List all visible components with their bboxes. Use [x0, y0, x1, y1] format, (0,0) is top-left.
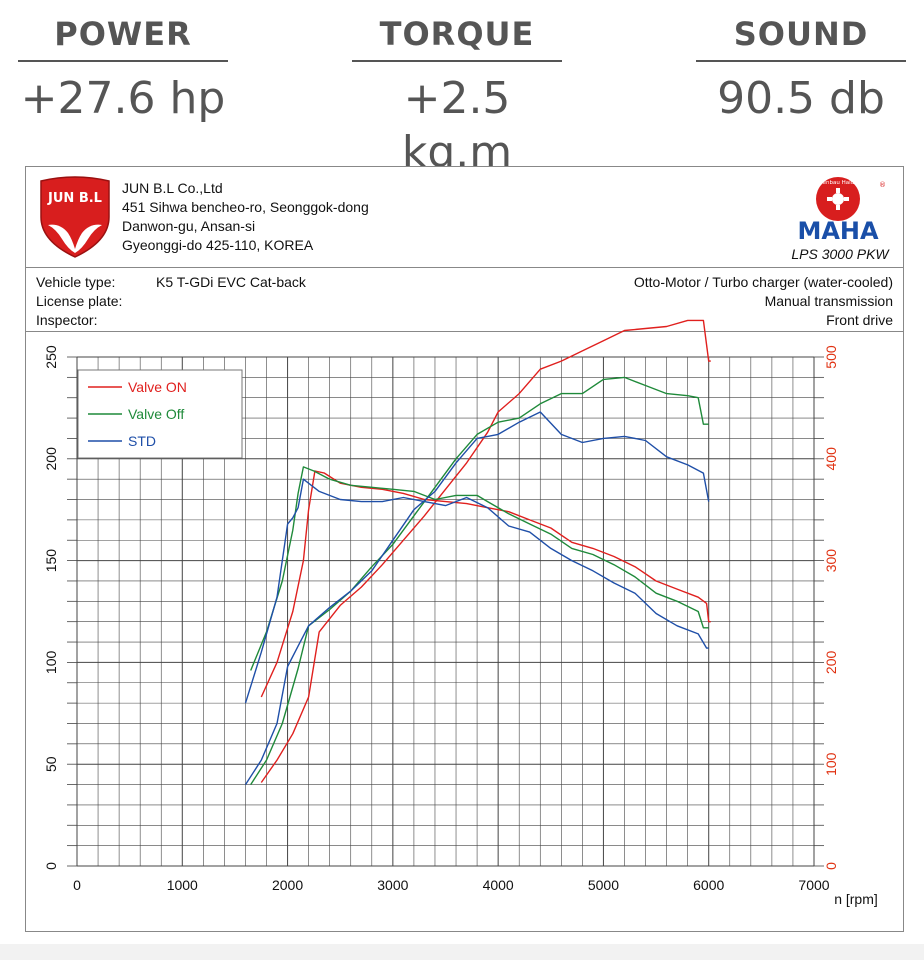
- x-tick-label: 1000: [167, 877, 198, 893]
- x-tick-label: 4000: [483, 877, 514, 893]
- torque-label: TORQUE: [379, 15, 535, 53]
- power-stat: POWER +27.6 hp: [18, 14, 228, 126]
- power-label: POWER: [54, 15, 192, 53]
- maha-model: LPS 3000 PKW: [791, 246, 889, 262]
- legend-label: Valve ON: [128, 379, 187, 395]
- sound-stat: SOUND 90.5 db: [696, 14, 906, 126]
- company-name: JUN B.L Co.,Ltd: [122, 180, 223, 196]
- x-tick-label: 5000: [588, 877, 619, 893]
- maha-logo: Maschinenbau Haldenwang ® MAHA LPS 3000 …: [785, 175, 895, 262]
- series-line: [250, 466, 709, 671]
- y-right-tick-label: 0: [823, 862, 839, 870]
- sheet-header: JUN B.L JUN B.L Co.,Ltd 451 Sihwa benche…: [26, 167, 903, 268]
- torque-divider: [352, 60, 562, 62]
- drive-type: Front drive: [826, 312, 893, 328]
- sound-value: 90.5 db: [717, 73, 885, 124]
- y-right-tick-label: 200: [823, 651, 839, 675]
- x-tick-label: 7000: [798, 877, 829, 893]
- dyno-sheet: JUN B.L JUN B.L Co.,Ltd 451 Sihwa benche…: [25, 166, 904, 932]
- x-axis-label: n [rpm]: [834, 891, 878, 907]
- sound-divider: [696, 60, 906, 62]
- company-address-2: Danwon-gu, Ansan-si: [122, 218, 256, 234]
- vehicle-info: Vehicle type: K5 T-GDi EVC Cat-back Licen…: [26, 267, 903, 332]
- junbl-logo-text: JUN B.L: [47, 191, 102, 206]
- y-left-tick-label: 150: [43, 549, 59, 573]
- series-line: [260, 319, 711, 783]
- footer-band: [0, 944, 924, 960]
- junbl-logo: JUN B.L: [38, 175, 112, 264]
- company-address-1: 451 Sihwa bencheo-ro, Seonggok-dong: [122, 199, 369, 215]
- y-left-tick-label: 100: [43, 651, 59, 675]
- y-left-tick-label: 0: [43, 862, 59, 870]
- legend-label: STD: [128, 433, 156, 449]
- license-plate-label: License plate:: [36, 293, 123, 309]
- x-tick-label: 3000: [377, 877, 408, 893]
- chart-legend: Valve ON Valve Off STD: [77, 369, 243, 459]
- y-left-tick-label: 250: [43, 345, 59, 369]
- power-value: +27.6 hp: [20, 73, 226, 124]
- power-divider: [18, 60, 228, 62]
- x-tick-label: 0: [73, 877, 81, 893]
- x-tick-label: 6000: [693, 877, 724, 893]
- inspector-label: Inspector:: [36, 312, 98, 328]
- maha-logo-text: MAHA: [797, 217, 879, 241]
- y-left-tick-label: 200: [43, 447, 59, 471]
- legend-label: Valve Off: [128, 406, 184, 422]
- y-left-tick-label: 50: [43, 756, 59, 772]
- company-info: JUN B.L Co.,Ltd 451 Sihwa bencheo-ro, Se…: [122, 179, 369, 255]
- y-right-tick-label: 100: [823, 752, 839, 776]
- maha-registered: ®: [879, 181, 885, 189]
- series-line: [260, 470, 711, 698]
- series-line: [244, 478, 709, 704]
- series-line: [244, 411, 710, 785]
- y-right-tick-label: 300: [823, 549, 839, 573]
- x-tick-label: 2000: [272, 877, 303, 893]
- y-right-tick-label: 400: [823, 447, 839, 471]
- maha-arc-text: Maschinenbau Haldenwang: [800, 180, 876, 186]
- vehicle-type-label: Vehicle type:: [36, 274, 116, 290]
- sound-label: SOUND: [733, 15, 869, 53]
- engine-type: Otto-Motor / Turbo charger (water-cooled…: [633, 274, 893, 290]
- y-right-tick-label: 500: [823, 345, 839, 369]
- company-address-3: Gyeonggi-do 425-110, KOREA: [122, 237, 314, 253]
- vehicle-type-value: K5 T-GDi EVC Cat-back: [156, 274, 306, 290]
- transmission-type: Manual transmission: [764, 293, 893, 309]
